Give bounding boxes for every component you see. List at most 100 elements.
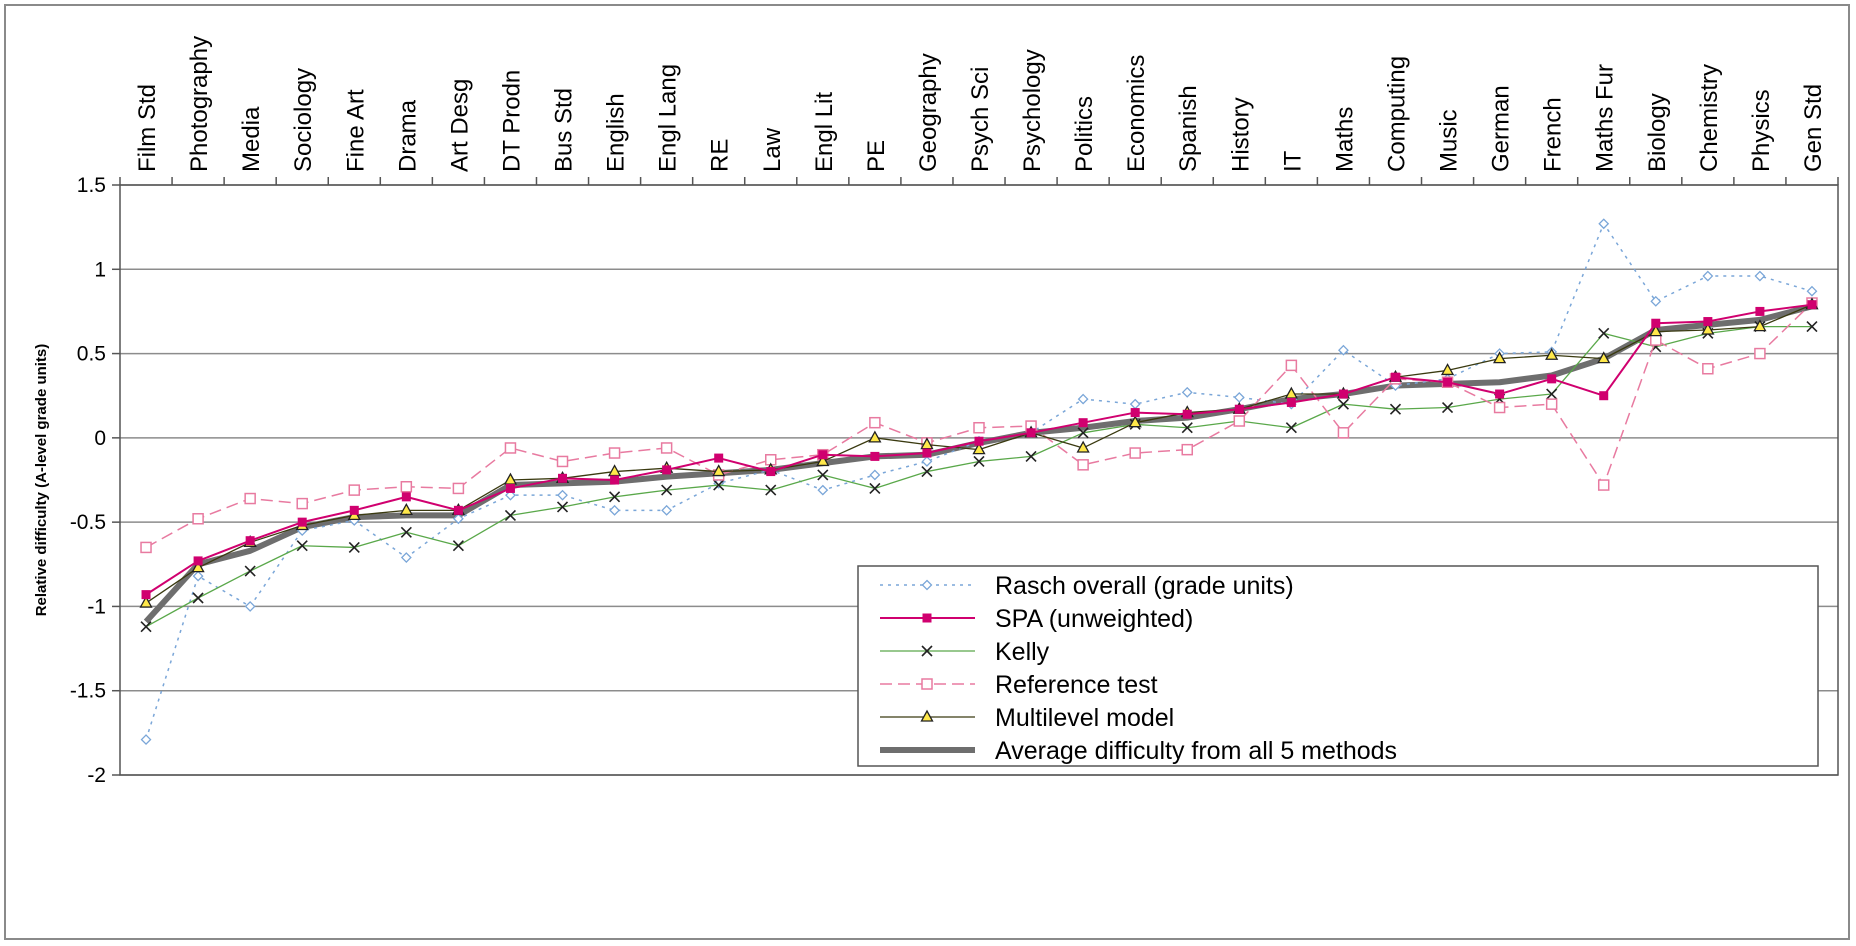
data-point <box>1337 398 1349 410</box>
data-point <box>1806 285 1818 297</box>
data-point <box>1285 422 1297 434</box>
data-point <box>1546 388 1558 400</box>
data-point-stroke <box>1806 321 1818 333</box>
data-point <box>922 448 932 458</box>
category-label: English <box>603 93 630 172</box>
data-point <box>609 491 621 503</box>
y-axis-title: Relative difficulty (A-level grade units… <box>33 344 50 617</box>
axes <box>112 177 1839 776</box>
data-point <box>661 484 673 496</box>
legend-label: Multilevel model <box>995 704 1174 732</box>
data-point <box>452 540 464 552</box>
data-point <box>244 492 256 505</box>
plot-area-border <box>119 184 1839 776</box>
data-point <box>818 450 828 460</box>
category-label: Economics <box>1123 55 1150 172</box>
data-point <box>1702 270 1714 282</box>
data-point-stroke <box>921 645 933 657</box>
series-2 <box>140 321 1818 633</box>
data-point <box>1389 403 1402 415</box>
data-point <box>1754 347 1766 360</box>
data-point <box>1547 374 1557 384</box>
y-tick-label: 1 <box>94 258 106 281</box>
data-point <box>140 621 152 633</box>
y-tick-label: 1.5 <box>77 174 106 197</box>
legend: Rasch overall (grade units) SPA (unweight… <box>857 565 1819 767</box>
data-point <box>1077 393 1089 405</box>
data-point-stroke <box>556 501 569 513</box>
data-point <box>140 541 152 554</box>
data-point-stroke <box>1337 398 1349 410</box>
data-point <box>1026 428 1036 438</box>
data-point <box>349 505 359 515</box>
data-series <box>139 218 1819 746</box>
data-point <box>1597 479 1610 491</box>
category-label: Law <box>759 127 786 172</box>
data-point <box>870 451 880 461</box>
data-point-stroke <box>1077 427 1089 439</box>
data-point <box>1495 389 1505 399</box>
data-point <box>1753 319 1767 332</box>
data-point <box>922 613 932 623</box>
y-tick-labels: 1.5 1 0.5 0 -0.5 -1 -1.5 -2 <box>70 174 106 787</box>
data-point-stroke <box>244 565 256 577</box>
data-point <box>1337 427 1350 439</box>
y-tick-label: -2 <box>87 764 106 787</box>
data-point <box>921 579 933 591</box>
legend-label: Kelly <box>995 638 1050 666</box>
category-label: Psychology <box>1019 49 1046 172</box>
data-point <box>817 484 829 496</box>
data-point <box>1284 386 1298 399</box>
y-tick-label: 0.5 <box>77 343 106 366</box>
data-point <box>713 479 725 491</box>
data-point <box>1182 409 1192 419</box>
category-label: DT Prodn <box>498 70 525 172</box>
data-point-stroke <box>609 491 621 503</box>
legend-item: SPA (unweighted) <box>880 605 1193 633</box>
data-point-stroke <box>973 455 985 468</box>
data-point <box>505 483 515 493</box>
data-point <box>973 455 985 468</box>
category-label: Media <box>238 106 265 172</box>
data-point <box>1077 459 1089 471</box>
data-point <box>765 484 777 496</box>
y-tick-label: -0.5 <box>70 511 106 534</box>
data-point <box>1597 351 1611 364</box>
data-point-stroke <box>400 526 412 538</box>
data-point-stroke <box>504 509 517 521</box>
data-point <box>192 513 204 525</box>
data-point-stroke <box>348 541 360 553</box>
data-point <box>348 484 361 496</box>
data-point-stroke <box>1181 422 1193 434</box>
category-label: Maths Fur <box>1592 64 1619 172</box>
data-point <box>1598 218 1610 230</box>
category-label: History <box>1227 97 1254 172</box>
data-point <box>1181 386 1193 398</box>
data-point <box>766 467 776 477</box>
data-point <box>868 430 882 443</box>
data-point <box>1545 398 1558 410</box>
data-point <box>921 678 933 690</box>
data-point <box>1129 447 1141 459</box>
category-label: Fine Art <box>342 89 369 172</box>
data-point <box>609 504 620 516</box>
data-point <box>921 456 933 467</box>
data-point <box>662 465 672 475</box>
legend-item: Rasch overall (grade units) <box>880 572 1294 600</box>
data-point <box>452 513 464 525</box>
data-point <box>558 473 568 483</box>
data-point-stroke <box>921 466 933 478</box>
data-point <box>1440 363 1455 376</box>
data-point <box>1078 418 1088 428</box>
data-point <box>556 455 569 468</box>
series-1 <box>141 300 1817 600</box>
data-point <box>139 595 153 608</box>
data-point <box>1755 306 1765 316</box>
data-point <box>660 442 673 454</box>
data-point <box>453 505 463 515</box>
data-point-stroke <box>817 469 829 481</box>
category-label: Psych Sci <box>967 67 994 172</box>
data-point <box>192 570 204 582</box>
data-point-stroke <box>140 621 152 633</box>
